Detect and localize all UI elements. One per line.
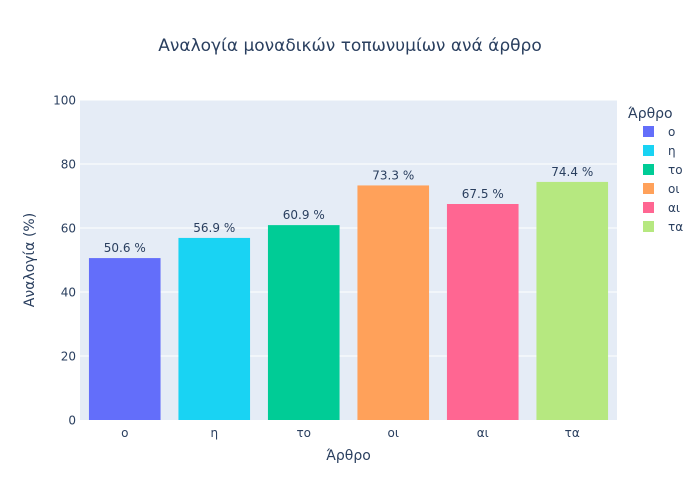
chart-title: Αναλογία μοναδικών τοπωνυμίων ανά άρθρο [158,36,542,56]
legend-item-label: οι [668,182,679,196]
bars [88,181,609,420]
x-tick-label: οι [388,426,399,440]
legend-item-label: το [668,163,683,177]
y-tick-label: 20 [61,350,76,364]
bar-value-labels: 50.6 % 56.9 % 60.9 % 73.3 % 67.5 % 74.4 % [104,165,593,255]
y-tick-label: 0 [68,414,76,428]
plot-area [80,100,617,420]
x-tick-label: ο [121,426,128,440]
y-tick-label: 80 [61,158,76,172]
bar-1 [178,237,251,420]
bar-value-label: 74.4 % [551,165,593,179]
y-tick-label: 40 [61,286,76,300]
bar-value-label: 73.3 % [372,168,414,182]
legend-swatch [643,126,654,137]
legend-swatch [643,221,654,232]
legend-item-label: αι [668,201,680,215]
bar-value-label: 67.5 % [462,187,504,201]
bar-value-label: 60.9 % [283,208,325,222]
bar-5 [536,181,609,420]
x-tick-label: αι [477,426,489,440]
y-axis-ticks: 0 20 40 60 80 100 [53,94,76,428]
legend-items: οη το οι αι τα [643,125,683,234]
x-axis-title: Άρθρο [326,448,371,464]
legend-item-label: τα [668,220,683,234]
legend-swatch [643,164,654,175]
bar-2 [267,225,340,420]
bar-0 [88,258,161,420]
x-tick-label: η [210,426,218,440]
x-axis-ticks: ο η το οι αι τα [121,426,580,440]
gridlines [80,99,617,357]
legend: Άρθρο οη το οι αι τα [628,106,683,234]
x-tick-label: το [296,426,311,440]
y-tick-label: 60 [61,222,76,236]
bar-value-label: 50.6 % [104,241,146,255]
legend-item-label: ο [668,125,675,139]
legend-swatch [643,202,654,213]
legend-swatch [643,183,654,194]
legend-title: Άρθρο [628,106,673,122]
bar-value-label: 56.9 % [193,221,235,235]
legend-item-label: η [668,144,676,158]
y-tick-label: 100 [53,94,76,108]
x-tick-label: τα [565,426,580,440]
bar-4 [446,204,519,420]
bar-3 [357,185,430,420]
legend-swatch [643,145,654,156]
y-axis-title: Αναλογία (%) [22,213,38,307]
